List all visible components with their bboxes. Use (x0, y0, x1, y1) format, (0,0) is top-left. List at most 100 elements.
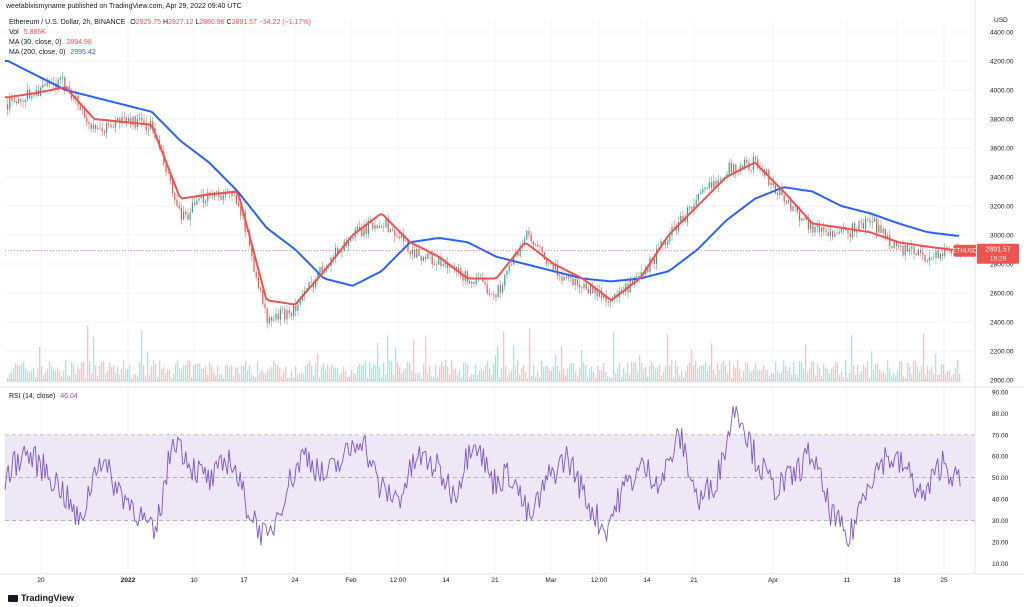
volume-bar (705, 362, 707, 382)
volume-bar (787, 370, 789, 382)
volume-bar (325, 369, 327, 382)
candle-body (810, 222, 812, 230)
candle-body (713, 181, 715, 189)
rsi-label: RSI (14, close) (9, 393, 56, 400)
candle-body (840, 229, 842, 232)
volume-bar (903, 375, 905, 382)
candle-body (348, 240, 350, 246)
volume-bar (321, 366, 323, 382)
candle-body (526, 230, 528, 240)
volume-bar (265, 373, 267, 382)
candle-body (374, 225, 376, 229)
candle-body (191, 202, 193, 213)
volume-bar (433, 376, 435, 382)
price-tick-label: 3200.00 (990, 204, 1014, 211)
candle-body (878, 225, 880, 233)
volume-bar (183, 365, 185, 382)
candle-body (528, 230, 530, 235)
candle-body (779, 187, 781, 195)
volume-bar (61, 376, 63, 382)
volume-legend[interactable]: Vol 5.885K (9, 28, 46, 37)
volume-bar (749, 370, 751, 382)
candle-body (387, 218, 389, 233)
currency-label: USD (994, 17, 1008, 24)
volume-bar (261, 369, 263, 382)
volume-bar (803, 368, 805, 382)
candle-body (939, 253, 941, 259)
candle-body (319, 266, 321, 273)
candle-body (414, 249, 416, 258)
candle-body (22, 101, 24, 102)
candle-body (596, 288, 598, 297)
volume-bar (753, 369, 755, 382)
candle-body (592, 285, 594, 294)
volume-bar (795, 373, 797, 382)
volume-bar (117, 366, 119, 382)
volume-bar (91, 373, 93, 382)
ma200-legend[interactable]: MA (200, close, 0) 2995.42 (9, 48, 96, 57)
candle-body (497, 285, 499, 298)
candle-body (917, 250, 919, 256)
candle-body (893, 242, 895, 249)
volume-bar (141, 330, 143, 382)
volume-bar (515, 366, 517, 382)
candle-body (856, 230, 858, 233)
volume-bar (919, 371, 921, 382)
ma30-legend[interactable]: MA (30, close, 0) 2894.98 (9, 38, 92, 47)
volume-bar (661, 375, 663, 382)
volume-bar (569, 364, 571, 382)
volume-bar (421, 377, 423, 382)
volume-bar (225, 364, 227, 382)
tradingview-logo[interactable]: TradingView (8, 593, 74, 603)
volume-bar (831, 368, 833, 382)
candle-body (15, 102, 17, 104)
candle-body (794, 206, 796, 208)
symbol-legend[interactable]: Ethereum / U.S. Dollar, 2h, BINANCE O292… (9, 18, 311, 27)
candle-body (563, 276, 565, 281)
candle-body (847, 230, 849, 234)
price-tick-label: 3400.00 (990, 175, 1014, 182)
candle-body (392, 229, 394, 231)
candle-body (499, 285, 501, 293)
volume-bar (549, 369, 551, 382)
volume-bar (717, 362, 719, 382)
candle-body (871, 221, 873, 223)
candle-body (447, 262, 449, 268)
candle-body (310, 282, 312, 283)
candle-body (425, 256, 427, 259)
ma200-value: 2995.42 (70, 49, 96, 56)
candle-body (506, 270, 508, 275)
volume-bar (509, 372, 511, 382)
volume-bar (659, 364, 661, 382)
volume-bar (707, 370, 709, 382)
volume-bar (843, 377, 845, 382)
volume-bar (513, 345, 515, 382)
candle-body (816, 224, 818, 227)
volume-bar (491, 374, 493, 382)
volume-bar (889, 367, 891, 382)
rsi-tick-label: 20.00 (992, 539, 1009, 546)
volume-bar (267, 369, 269, 382)
candle-body (367, 221, 369, 235)
volume-bar (163, 367, 165, 382)
volume-bar (287, 377, 289, 382)
candle-body (568, 276, 570, 279)
candle-body (352, 237, 354, 240)
candle-body (902, 245, 904, 256)
volume-bar (649, 366, 651, 382)
volume-bar (611, 377, 613, 382)
volume-bar (681, 370, 683, 382)
candle-body (524, 239, 526, 245)
volume-bar (639, 355, 641, 382)
volume-bar (735, 368, 737, 382)
volume-bar (187, 360, 189, 382)
rsi-legend[interactable]: RSI (14, close) 46.04 (9, 392, 78, 401)
price-tag-value: 2891.57 (985, 247, 1010, 254)
candle-body (900, 245, 902, 247)
candle-body (282, 309, 284, 310)
ma30-value: 2894.98 (66, 39, 92, 46)
volume-bar (829, 373, 831, 382)
candle-body (378, 226, 380, 229)
volume-bar (389, 360, 391, 382)
